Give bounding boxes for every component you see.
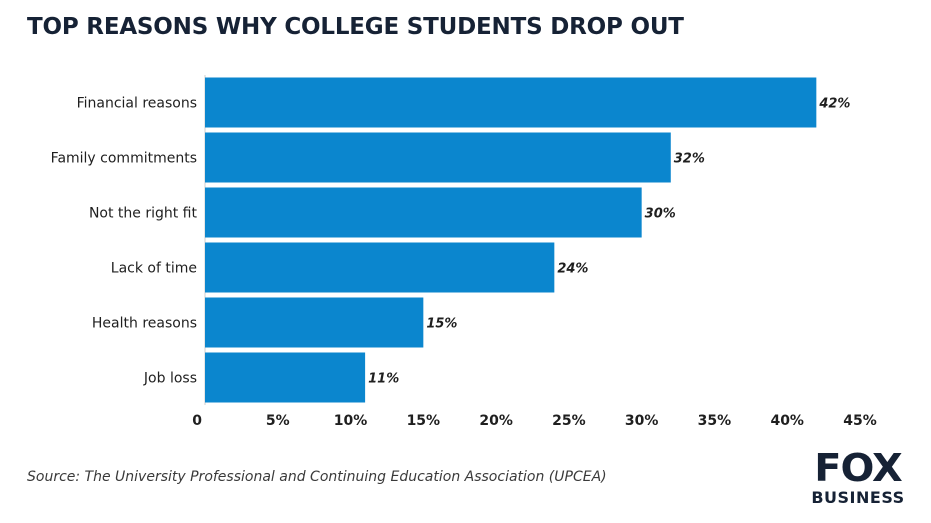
data-label: 24% [557,262,588,277]
category-label: Health reasons [92,316,197,332]
fox-business-logo: FOX BUSINESS [801,448,915,510]
data-labels: 42% 32% 30% 24% 15% 11% [368,97,850,387]
bar-financial-reasons [205,77,817,128]
bar-health-reasons [205,297,424,348]
x-tick-label: 35% [698,413,732,429]
chart-title: TOP REASONS WHY COLLEGE STUDENTS DROP OU… [27,14,684,40]
bar-not-the-right-fit [205,187,642,238]
x-tick-label: 0 [192,413,202,429]
category-label: Not the right fit [89,206,198,222]
category-label: Lack of time [111,261,197,277]
category-label: Family commitments [51,151,197,167]
logo-line2: BUSINESS [811,488,905,507]
x-axis-ticks: 0 5% 10% 15% 20% 25% 30% 35% 40% 45% [192,413,877,429]
x-tick-label: 20% [479,413,513,429]
x-tick-label: 15% [407,413,441,429]
data-label: 15% [426,317,457,332]
x-tick-label: 40% [770,413,804,429]
x-tick-label: 5% [266,413,290,429]
logo-line1: FOX [814,446,902,490]
category-labels: Financial reasons Family commitments Not t… [51,96,198,387]
x-tick-label: 45% [843,413,877,429]
bar-job-loss [205,352,366,403]
source-note: Source: The University Professional and … [27,469,607,485]
data-label: 42% [818,97,850,112]
bars-group [205,77,817,403]
x-tick-label: 10% [334,413,368,429]
x-tick-label: 25% [552,413,586,429]
data-label: 30% [645,207,676,222]
category-label: Job loss [143,371,197,387]
bar-family-commitments [205,132,671,183]
data-label: 32% [674,152,705,167]
x-tick-label: 30% [625,413,659,429]
data-label: 11% [368,372,399,387]
bar-lack-of-time [205,242,555,293]
category-label: Financial reasons [77,96,197,112]
